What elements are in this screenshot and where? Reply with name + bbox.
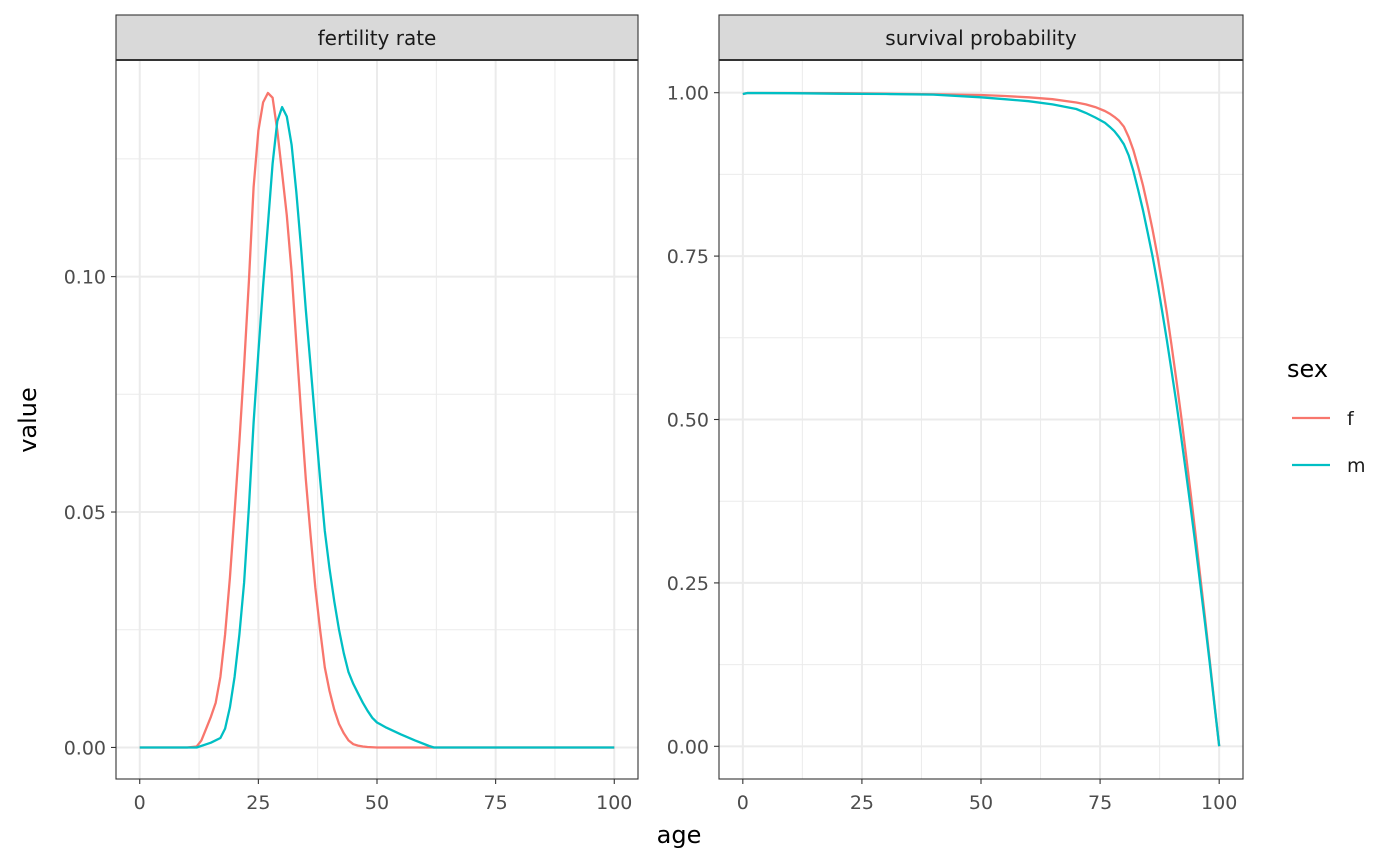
x-tick-label: 25 bbox=[850, 792, 874, 814]
y-tick-label: 0.05 bbox=[64, 502, 106, 524]
facet-strip-fertility-rate bbox=[115, 14, 639, 61]
y-tick-label: 0.75 bbox=[667, 246, 709, 268]
x-axis-survival-probability: 0 25 50 75 100 bbox=[737, 779, 1237, 814]
x-tick-label: 100 bbox=[1201, 792, 1237, 814]
x-tick-label: 25 bbox=[246, 792, 270, 814]
series-line-f-fertility-rate bbox=[139, 91, 615, 749]
y-tick-label: 0.00 bbox=[64, 737, 106, 759]
facet-title-fertility-rate: fertility rate bbox=[318, 26, 437, 50]
series-fertility-rate bbox=[139, 91, 615, 749]
facet-title-survival-probability: survival probability bbox=[885, 26, 1077, 50]
facet-fertility-rate: fertility rate 0.00 0.05 0.10 0 25 50 75 100 bbox=[64, 14, 639, 814]
legend: sex f m bbox=[1287, 355, 1366, 477]
facet-strip-survival-probability bbox=[718, 14, 1244, 61]
x-tick-label: 75 bbox=[1088, 792, 1112, 814]
y-tick-label: 0.50 bbox=[667, 410, 709, 432]
x-tick-label: 100 bbox=[596, 792, 632, 814]
x-tick-label: 75 bbox=[484, 792, 508, 814]
series-line-m-fertility-rate bbox=[139, 105, 615, 749]
x-tick-label: 0 bbox=[737, 792, 749, 814]
y-tick-label: 0.25 bbox=[667, 573, 709, 595]
series-line-m-survival-probability bbox=[742, 91, 1221, 747]
x-tick-label: 50 bbox=[365, 792, 389, 814]
x-tick-label: 50 bbox=[969, 792, 993, 814]
y-tick-label: 0.10 bbox=[64, 267, 106, 289]
legend-title: sex bbox=[1287, 355, 1328, 383]
legend-label-f: f bbox=[1347, 408, 1355, 430]
gridlines-fertility-rate bbox=[116, 60, 638, 779]
x-axis-fertility-rate: 0 25 50 75 100 bbox=[134, 779, 632, 814]
series-line-f-survival-probability bbox=[742, 91, 1221, 747]
x-tick-label: 0 bbox=[134, 792, 146, 814]
facet-survival-probability: survival probability 0.00 0.25 0.50 0.75 1.0… bbox=[667, 14, 1244, 814]
y-tick-label: 0.00 bbox=[667, 736, 709, 758]
y-axis-survival-probability: 0.00 0.25 0.50 0.75 1.00 bbox=[667, 83, 719, 758]
legend-label-m: m bbox=[1347, 455, 1366, 477]
x-axis-title: age bbox=[657, 821, 702, 849]
series-survival-probability bbox=[742, 91, 1221, 747]
y-axis-fertility-rate: 0.00 0.05 0.10 bbox=[64, 267, 116, 759]
y-tick-label: 1.00 bbox=[667, 83, 709, 105]
y-axis-title: value bbox=[14, 387, 42, 453]
